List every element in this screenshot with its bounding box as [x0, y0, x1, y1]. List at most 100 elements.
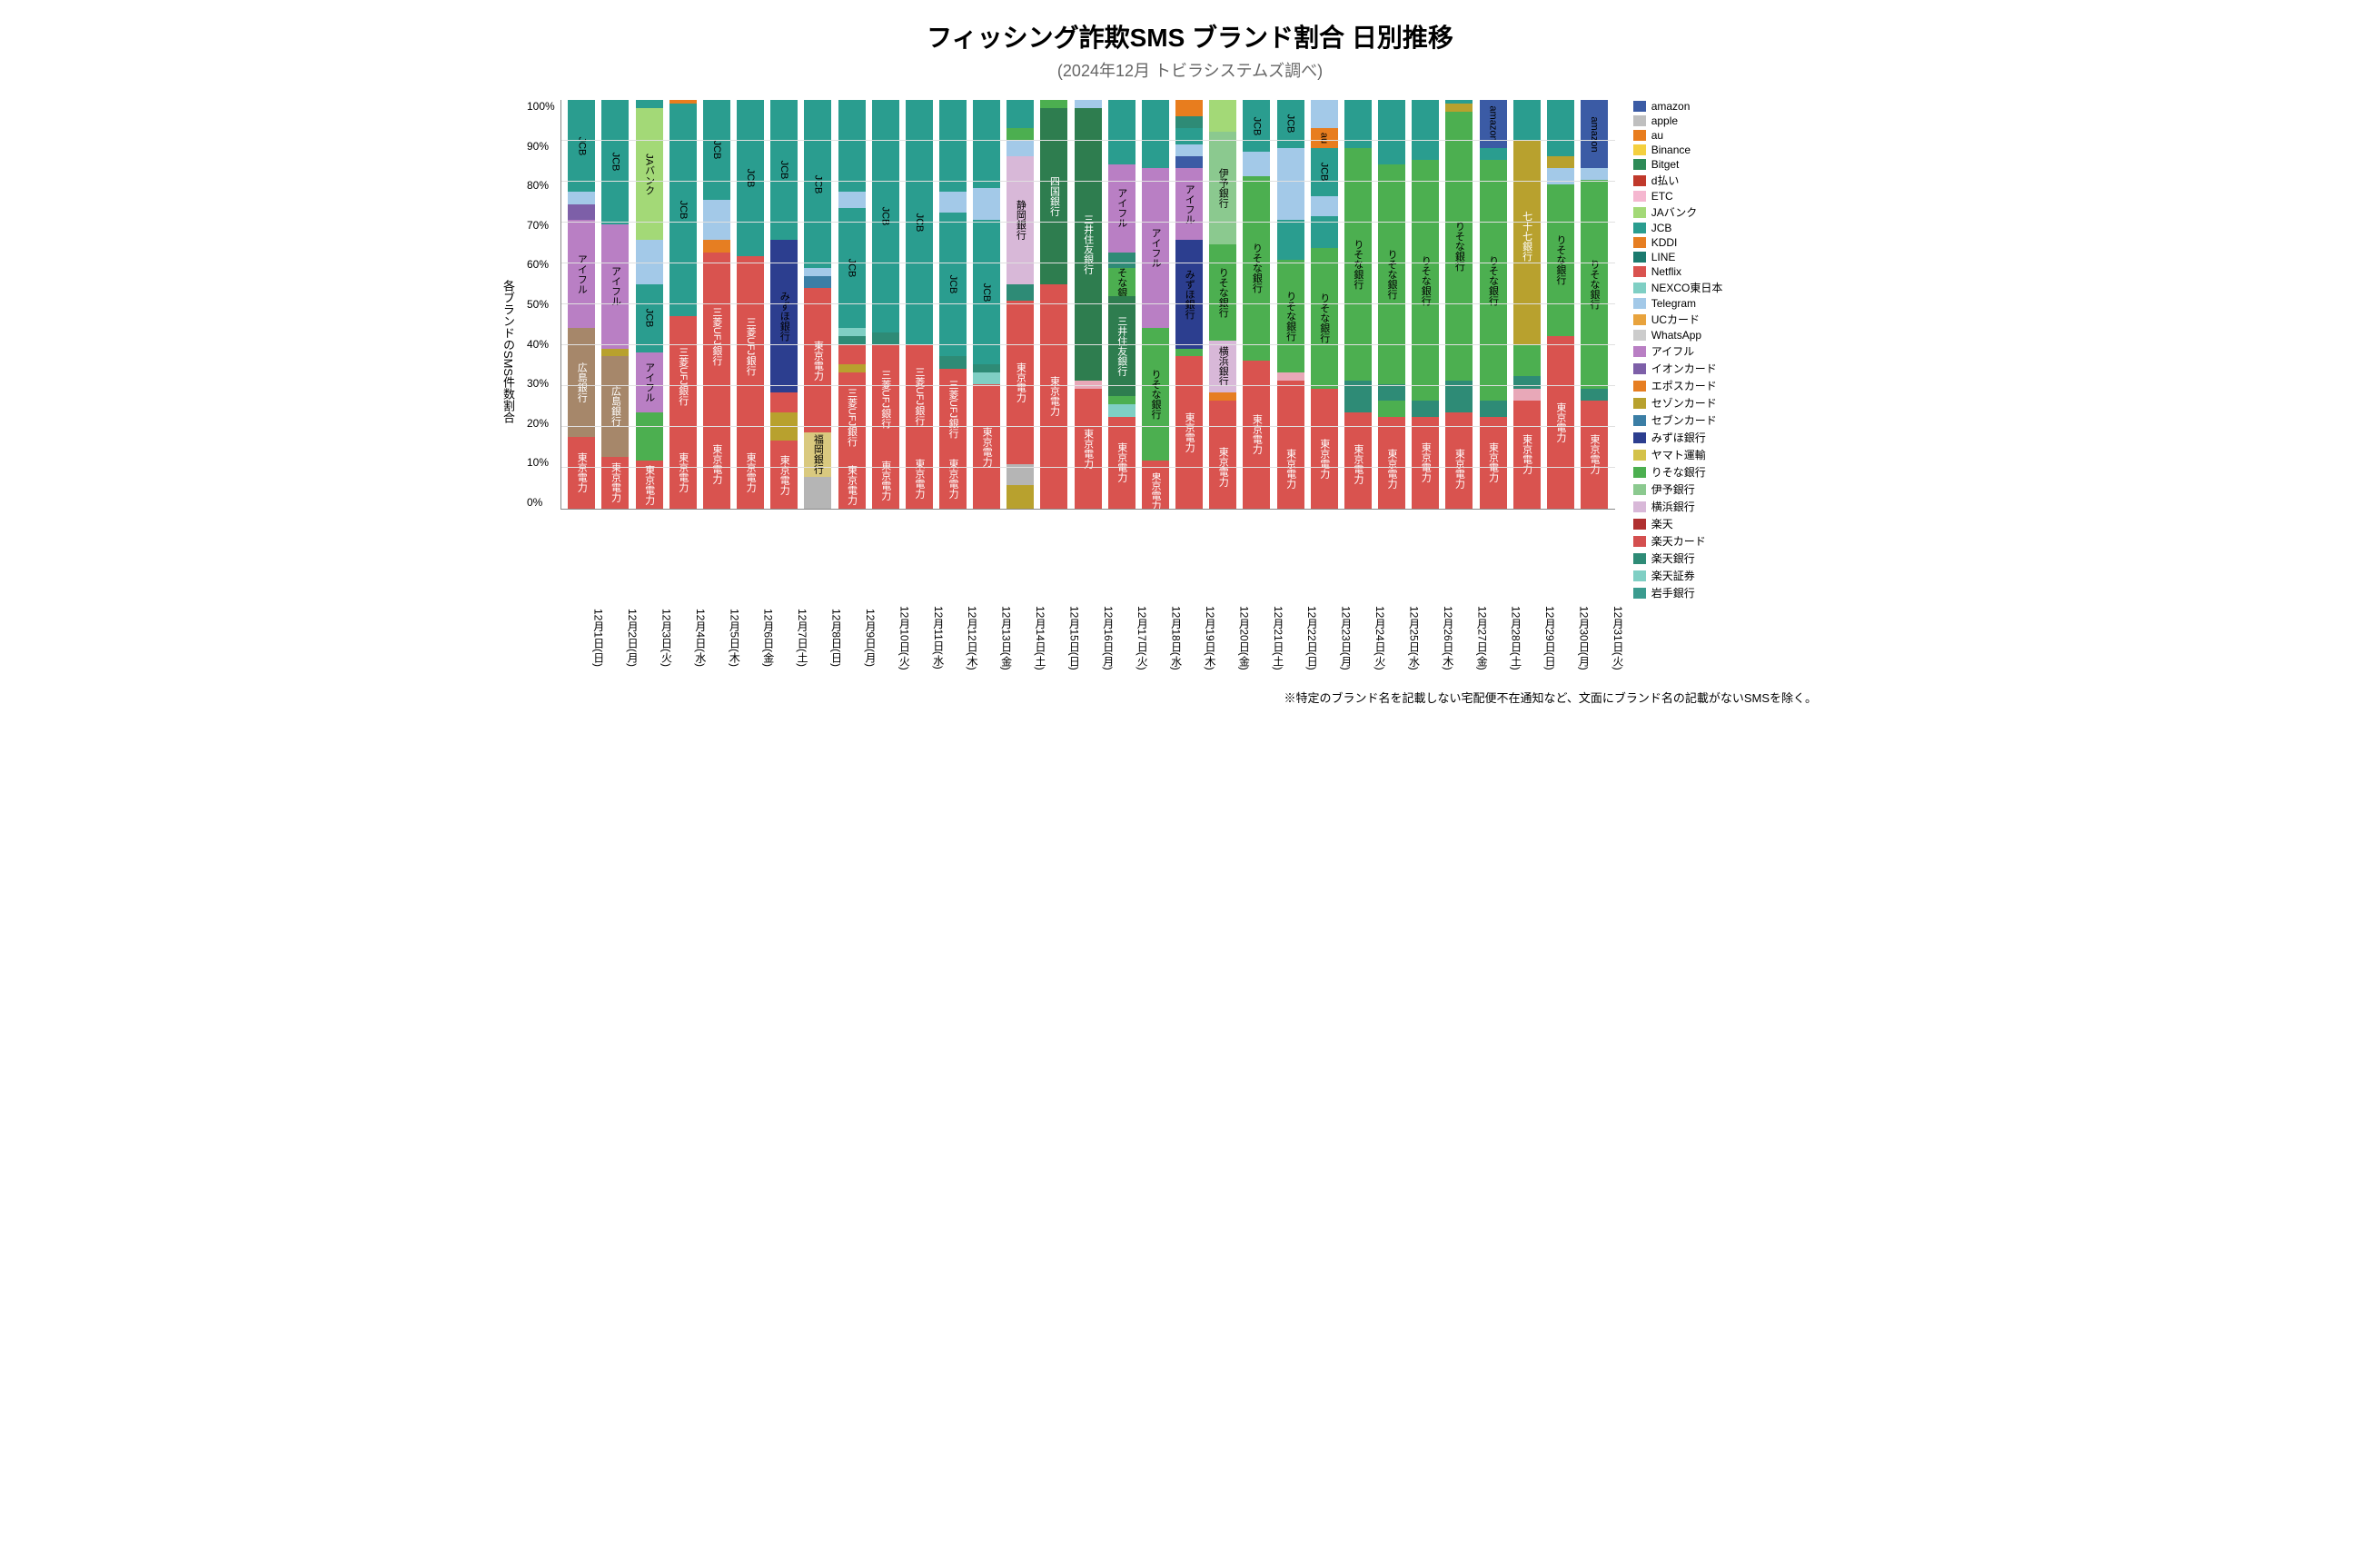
segment-label: りそな銀行 — [1148, 370, 1163, 420]
bar-segment: 東京電力 — [1075, 389, 1102, 509]
segment-label: 七十七銀行 — [1520, 211, 1534, 261]
bar-segment — [939, 192, 967, 212]
bar-segment — [1378, 100, 1405, 164]
segment-label: 東京電力 — [1182, 412, 1196, 452]
segment-label: りそな銀行 — [1215, 267, 1230, 317]
bar-segment: 伊予銀行 — [1209, 132, 1236, 244]
bar-column: 東京電力三菱UFJ銀行JCB — [737, 100, 764, 509]
segment-label: 東京電力 — [1013, 362, 1027, 402]
bar-segment — [568, 204, 595, 221]
legend-swatch — [1633, 223, 1646, 233]
y-tick: 60% — [527, 258, 555, 271]
bar-column: 福岡銀行東京電力JCB — [804, 100, 831, 509]
segment-label: アイフル — [1182, 184, 1196, 224]
bar-segment: りそな銀行 — [1378, 164, 1405, 385]
segment-label: みずほ銀行 — [777, 292, 791, 342]
bar-segment: JCB — [939, 213, 967, 357]
bar-segment — [1547, 100, 1574, 156]
segment-label: 横浜銀行 — [1215, 346, 1230, 386]
segment-label: JCB — [1319, 163, 1330, 182]
bar-segment — [1108, 100, 1135, 164]
legend-item: セブンカード — [1633, 412, 1723, 428]
bar-segment — [1311, 389, 1338, 409]
x-tick: 12月18日(水) — [1157, 606, 1185, 670]
x-tick: 12月13日(金) — [987, 606, 1015, 670]
segment-label: amazon — [1488, 106, 1499, 142]
bar-segment: 静岡銀行 — [1007, 156, 1034, 284]
segment-label: 三井住友銀行 — [1115, 316, 1129, 376]
bar-segment — [1007, 128, 1034, 140]
bar-segment: 東京電力 — [1581, 401, 1608, 509]
bar-segment: 東京電力 — [1412, 417, 1439, 509]
bar-segment — [1175, 116, 1203, 128]
legend-label: UCカード — [1651, 312, 1700, 327]
x-tick: 12月19日(木) — [1191, 606, 1218, 670]
x-tick: 12月28日(土) — [1497, 606, 1524, 670]
bar-column: 東京電力三菱UFJ銀行JCB — [872, 100, 899, 509]
bar-segment — [939, 100, 967, 192]
bar-column: 東京電力りそな銀行amazon — [1581, 100, 1608, 509]
bar-segment — [1007, 485, 1034, 509]
bar-segment — [1277, 381, 1304, 429]
y-tick: 10% — [527, 456, 555, 469]
legend-label: イオンカード — [1651, 361, 1717, 376]
bar-segment: JCB — [1311, 148, 1338, 196]
bar-segment: 広島銀行 — [601, 356, 629, 456]
x-tick: 12月12日(木) — [953, 606, 980, 670]
bar-segment: JCB — [568, 100, 595, 192]
legend-item: りそな銀行 — [1633, 464, 1723, 480]
gridline — [561, 426, 1615, 427]
segment-label: 東京電力 — [946, 459, 960, 499]
bar-segment — [804, 477, 831, 509]
bar-segment: りそな銀行 — [1243, 176, 1270, 361]
segment-label: JCB — [1251, 116, 1262, 135]
legend-item: d払い — [1633, 173, 1723, 188]
y-tick: 0% — [527, 496, 555, 509]
segment-label: りそな銀行 — [1317, 293, 1332, 343]
segment-label: 東京電力 — [743, 452, 758, 492]
legend-swatch — [1633, 432, 1646, 443]
segment-label: 東京電力 — [1317, 439, 1332, 479]
bar-segment — [804, 268, 831, 276]
plot-area: 東京電力広島銀行アイフルJCB東京電力広島銀行アイフルJCB東京電力アイフルJC… — [560, 100, 1615, 510]
y-tick: 20% — [527, 417, 555, 430]
segment-label: 東京電力 — [676, 452, 690, 492]
bar-column: 東京電力りそな銀行JCB — [1243, 100, 1270, 509]
x-tick: 12月27日(金) — [1463, 606, 1490, 670]
bar-column: 東京電力りそな銀行 — [1344, 100, 1372, 509]
segment-label: 東京電力 — [709, 444, 724, 484]
legend-item: UCカード — [1633, 312, 1723, 327]
segment-label: りそな銀行 — [1351, 239, 1365, 289]
bar-column: 東京電力三菱UFJ銀行JCB — [838, 100, 866, 509]
segment-label: 東京電力 — [1452, 449, 1466, 489]
segment-label: 東京電力 — [1046, 376, 1061, 416]
legend-item: みずほ銀行 — [1633, 430, 1723, 445]
bar-segment: 東京電力 — [568, 437, 595, 509]
bar-segment: JCB — [804, 100, 831, 268]
x-tick: 12月1日(日) — [580, 606, 607, 670]
legend-swatch — [1633, 115, 1646, 126]
legend-swatch — [1633, 314, 1646, 325]
bar-segment: 東京電力 — [737, 437, 764, 509]
legend-item: Bitget — [1633, 158, 1723, 171]
bar-segment — [1175, 144, 1203, 156]
legend-item: Binance — [1633, 144, 1723, 156]
x-tick: 12月26日(木) — [1429, 606, 1456, 670]
bar-segment — [1513, 389, 1541, 401]
bar-segment: りそな銀行 — [1547, 184, 1574, 337]
bar-segment — [1175, 156, 1203, 168]
segment-label: 広島銀行 — [608, 386, 622, 426]
legend-item: 伊予銀行 — [1633, 481, 1723, 497]
bar-column: 東京電力 みずほ銀行 アイフル — [1175, 100, 1203, 509]
legend-swatch — [1633, 159, 1646, 170]
y-tick: 90% — [527, 140, 555, 153]
x-tick: 12月17日(火) — [1123, 606, 1150, 670]
bar-segment — [1581, 168, 1608, 180]
bar-segment: みずほ銀行 — [1175, 240, 1203, 348]
bar-segment — [1277, 148, 1304, 220]
legend-swatch — [1633, 570, 1646, 581]
bar-segment: 東京電力 — [703, 421, 730, 509]
segment-label: 東京電力 — [777, 455, 791, 495]
bar-column: 東京電力七十七銀行 — [1513, 100, 1541, 509]
gridline — [561, 344, 1615, 345]
